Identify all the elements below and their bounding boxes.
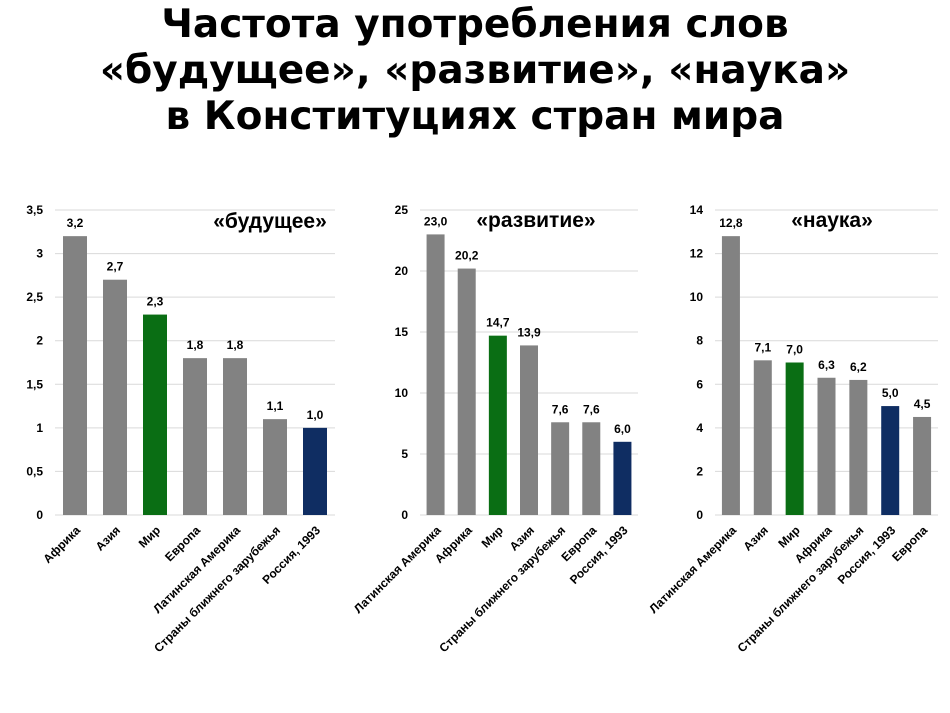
data-label: 6,3 [818, 358, 835, 372]
chart-razvitie: 0 5 10 15 20 25 «развитие» 23,0 Латинская Америк… [351, 203, 638, 655]
y-tick-label: 2,5 [26, 290, 43, 304]
category-label: Азия [93, 523, 123, 553]
bar-латинская-америка [426, 234, 445, 515]
y-tick-label: 15 [395, 325, 409, 339]
category-label: Мир [479, 523, 506, 550]
bar-азия [103, 279, 127, 515]
data-label: 4,5 [914, 397, 931, 411]
y-tick-label: 25 [395, 203, 409, 217]
bar-россия-1993 [881, 406, 900, 515]
y-tick-label: 3 [36, 247, 43, 261]
y-tick-label: 2 [36, 334, 43, 348]
chart-title: «будущее» [213, 210, 327, 233]
bar-африка [457, 268, 476, 515]
page-title-line-2: «будущее», «развитие», «наука» [99, 48, 851, 93]
data-label: 2,7 [107, 260, 124, 274]
data-label: 7,1 [754, 340, 771, 354]
y-tick-label: 2 [696, 464, 703, 478]
y-tick-label: 10 [690, 290, 704, 304]
category-label: Латинская Америка [646, 523, 739, 616]
data-label: 5,0 [882, 386, 899, 400]
category-label: Латинская Америка [351, 523, 444, 616]
data-label: 1,8 [227, 338, 244, 352]
chart-title: «наука» [791, 209, 873, 232]
data-label: 1,8 [187, 338, 204, 352]
page-title-line-1: Частота употребления слов [161, 2, 789, 47]
bar-азия [753, 360, 772, 515]
bar-европа [913, 416, 932, 515]
y-tick-label: 3,5 [26, 203, 43, 217]
y-tick-label: 10 [395, 386, 409, 400]
page-title: Частота употребления слов «будущее», «ра… [0, 2, 950, 140]
data-label: 23,0 [424, 214, 448, 228]
category-label: Африка [40, 523, 83, 566]
data-label: 6,2 [850, 360, 867, 374]
category-label: Мир [775, 523, 802, 550]
y-tick-label: 4 [696, 421, 703, 435]
y-tick-label: 0 [401, 508, 408, 522]
data-label: 1,1 [267, 399, 284, 413]
y-tick-label: 0 [36, 508, 43, 522]
data-label: 6,0 [614, 422, 631, 436]
bar-латинская-америка [721, 236, 740, 515]
bar-европа [183, 358, 207, 515]
chart-nauka: 0 2 4 6 8 10 12 14 «наука» 12,8 Латинская Америка 7… [646, 203, 938, 655]
y-tick-label: 8 [696, 334, 703, 348]
bar-россия-1993 [303, 427, 327, 515]
bar-страны-ближнего-зарубежья [263, 419, 287, 515]
y-tick-label: 12 [690, 247, 704, 261]
bar-африка [817, 377, 836, 515]
bar-африка [63, 236, 87, 515]
data-label: 2,3 [147, 295, 164, 309]
y-tick-label: 0 [696, 508, 703, 522]
data-label: 14,7 [486, 316, 510, 330]
data-label: 13,9 [517, 325, 541, 339]
chart-budushchee: 0 0,5 1 1,5 2 2,5 3 3,5 «будущее» 3,2 Африка 2,7 Ази… [26, 203, 335, 655]
bar-страны-ближнего-зарубежья [849, 379, 868, 515]
bar-латинская-америка [223, 358, 247, 515]
data-label: 7,6 [552, 402, 569, 416]
bar-страны-ближнего-зарубежья [551, 422, 570, 515]
y-tick-label: 1 [36, 421, 43, 435]
data-label: 20,2 [455, 249, 479, 263]
bar-мир [143, 314, 167, 515]
bar-азия [520, 345, 538, 515]
data-label: 7,6 [583, 402, 600, 416]
y-tick-label: 6 [696, 377, 703, 391]
bar-россия-1993 [613, 441, 632, 515]
y-tick-label: 1,5 [26, 377, 43, 391]
data-label: 7,0 [786, 343, 803, 357]
chart-title: «развитие» [476, 209, 595, 232]
page-title-line-3: в Конституциях стран мира [165, 94, 785, 139]
category-label: Мир [136, 523, 163, 550]
data-label: 1,0 [307, 408, 324, 422]
bar-мир [785, 362, 804, 515]
bar-европа [582, 422, 601, 515]
category-label: Европа [889, 523, 930, 564]
y-tick-label: 14 [690, 203, 704, 217]
y-tick-label: 5 [401, 447, 408, 461]
data-label: 12,8 [719, 216, 743, 230]
y-tick-label: 0,5 [26, 464, 43, 478]
category-label: Азия [740, 523, 770, 553]
y-tick-label: 20 [395, 264, 409, 278]
bar-мир [488, 335, 507, 515]
data-label: 3,2 [67, 216, 84, 230]
